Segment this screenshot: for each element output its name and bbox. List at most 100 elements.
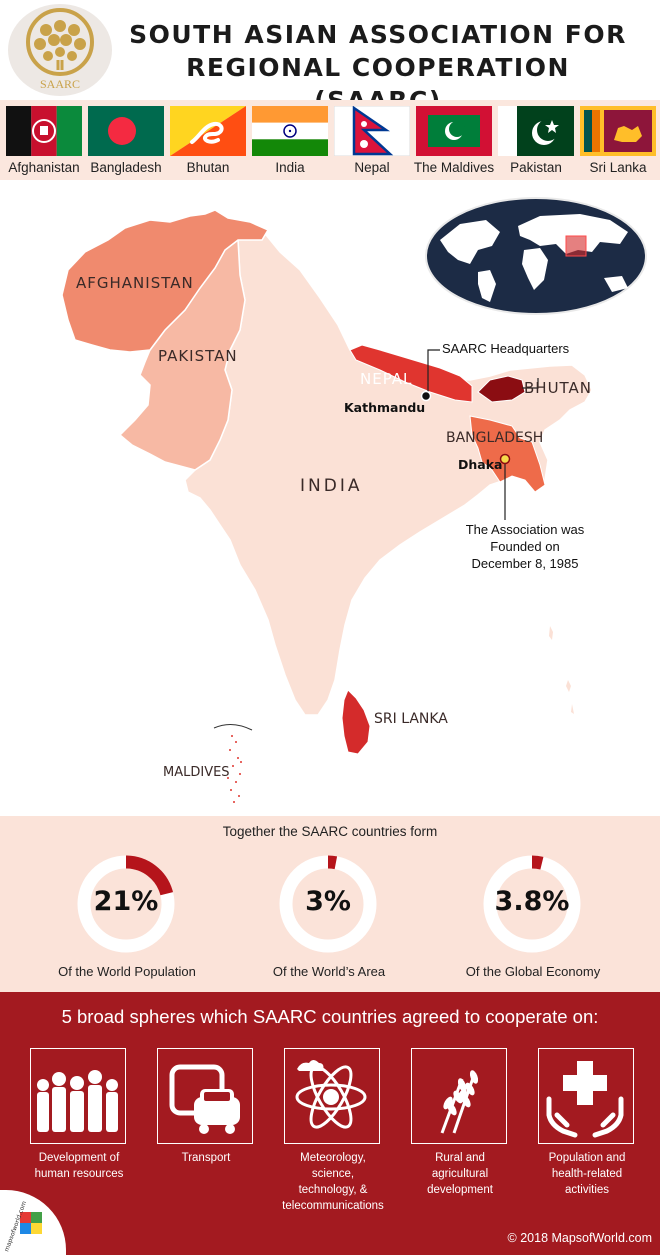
sphere-label-line: human resources <box>34 1168 124 1180</box>
sphere-label-line: Development of <box>38 1152 120 1164</box>
stat-label: Of the World’s Area <box>272 964 386 979</box>
label-dhaka: Dhaka <box>458 457 503 472</box>
sphere-label: Population and health-related activities <box>524 1150 650 1198</box>
bangladesh-region <box>469 415 546 493</box>
label-india: INDIA <box>300 476 363 496</box>
stat-ring-fill <box>77 855 175 953</box>
sphere-label-line: Rural and <box>435 1152 485 1164</box>
flag-srilanka-icon <box>580 106 656 156</box>
wheat-icon <box>440 1070 479 1134</box>
country-label: Nepal <box>354 160 390 175</box>
kathmandu-marker <box>420 390 432 402</box>
saarc-logo: SAARC <box>8 4 112 96</box>
sphere-label-line: Population and <box>548 1152 626 1164</box>
sphere-label-line: agricultural <box>431 1168 489 1180</box>
sphere-label-line: science, <box>311 1168 355 1180</box>
title-line-1: SOUTH ASIAN ASSOCIATION FOR <box>129 20 627 49</box>
stat-value: 21% <box>93 886 159 917</box>
country-label: Sri Lanka <box>589 160 647 175</box>
country-label: India <box>275 160 305 175</box>
sphere-science: Meteorology, science, technology, & tele… <box>270 1048 396 1218</box>
hq-callout: SAARC Headquarters <box>442 341 570 356</box>
flag-pakistan-icon <box>498 106 574 156</box>
sphere-label-line: technology, & <box>298 1184 368 1196</box>
saarc-emblem-icon: SAARC <box>26 8 94 91</box>
label-nepal: NEPAL <box>360 370 413 388</box>
founded-callout: The Association was Founded on December … <box>440 521 610 572</box>
label-maldives: MALDIVES <box>163 765 230 780</box>
stat-value: 3.8% <box>494 886 570 917</box>
stat-label: Of the World Population <box>58 964 196 979</box>
sphere-icon-box <box>30 1048 126 1144</box>
flag-maldives-icon <box>416 106 492 156</box>
sphere-icon-box <box>538 1048 634 1144</box>
world-inset <box>425 197 647 315</box>
country-label: Bhutan <box>186 160 230 175</box>
bhutan-leader-line <box>522 378 539 389</box>
sphere-label-line: Transport <box>181 1152 231 1164</box>
sphere-human-resources: Development of human resources <box>16 1048 142 1218</box>
sphere-icon-box <box>411 1048 507 1144</box>
sphere-health: Population and health-related activities <box>524 1048 650 1218</box>
country-label: Pakistan <box>510 160 562 175</box>
people-crowd-icon <box>37 1070 118 1132</box>
country-label: The Maldives <box>413 160 495 175</box>
sphere-label-line: telecommunications <box>282 1200 384 1212</box>
country-label: Afghanistan <box>8 160 80 175</box>
stats-heading: Together the SAARC countries form <box>222 824 438 839</box>
hq-leader-line <box>427 349 440 395</box>
maldives-leader-line <box>213 724 253 731</box>
stat-economy: 3.8% Of the Global Economy <box>438 854 628 984</box>
map-drawing <box>61 197 647 803</box>
science-atom-icon <box>295 1060 367 1129</box>
sphere-label-line: health-related <box>551 1168 623 1180</box>
sphere-label: Meteorology, science, technology, & tele… <box>270 1150 396 1214</box>
label-afghanistan: AFGHANISTAN <box>76 274 194 292</box>
transport-vehicles-icon <box>169 1064 240 1134</box>
country-srilanka: Sri Lanka <box>578 106 658 178</box>
sphere-label-line: activities <box>564 1184 610 1196</box>
stat-ring <box>77 855 175 953</box>
flag-bhutan-icon <box>170 106 246 156</box>
sphere-icon-box <box>157 1048 253 1144</box>
srilanka-region <box>341 689 371 755</box>
sphere-label-line: development <box>427 1184 493 1196</box>
india-region <box>184 229 593 716</box>
flag-bangladesh-icon <box>88 106 164 156</box>
copyright: © 2018 MapsofWorld.com <box>507 1231 652 1245</box>
label-srilanka: SRI LANKA <box>374 711 448 727</box>
flags-bar: Afghanistan Bangladesh Bhutan India <box>0 100 660 180</box>
mapsofworld-badge: mapsofworld.com <box>0 1190 66 1255</box>
label-kathmandu: Kathmandu <box>344 400 426 415</box>
header: SAARC SOUTH ASIAN ASSOCIATION FOR REGION… <box>0 0 660 115</box>
country-pakistan: Pakistan <box>496 106 576 178</box>
health-hands-icon <box>546 1061 624 1138</box>
founded-line-1: The Association was <box>465 522 585 537</box>
sphere-label: Rural and agricultural development <box>397 1150 523 1198</box>
maldives-region <box>227 735 242 803</box>
sphere-label: Transport <box>143 1150 269 1166</box>
country-bangladesh: Bangladesh <box>86 106 166 178</box>
label-pakistan: PAKISTAN <box>158 347 238 365</box>
nepal-region <box>349 344 473 403</box>
islands-region <box>549 626 574 714</box>
country-india: India <box>250 106 330 178</box>
spheres-heading: 5 broad spheres which SAARC countries ag… <box>61 1006 599 1027</box>
country-nepal: Nepal <box>332 106 412 178</box>
sphere-rural: Rural and agricultural development <box>397 1048 523 1218</box>
spheres-section: 5 broad spheres which SAARC countries ag… <box>0 992 660 1255</box>
label-bangladesh: BANGLADESH <box>446 430 544 446</box>
founded-line-2: Founded on <box>490 539 560 554</box>
sphere-icon-box <box>284 1048 380 1144</box>
label-bhutan: BHUTAN <box>524 379 593 397</box>
afghanistan-region <box>61 209 270 353</box>
flag-nepal-icon <box>334 106 410 156</box>
stat-ring <box>279 855 377 953</box>
stat-value: 3% <box>305 886 351 917</box>
south-asia-map: AFGHANISTAN PAKISTAN NEPAL BHUTAN BANGLA… <box>0 180 660 816</box>
country-afghanistan: Afghanistan <box>4 106 84 178</box>
stat-ring <box>483 855 581 953</box>
sphere-transport: Transport <box>143 1048 269 1218</box>
mapsofworld-logo-icon: mapsofworld.com <box>3 1200 42 1253</box>
stat-ring-fill <box>483 855 581 953</box>
